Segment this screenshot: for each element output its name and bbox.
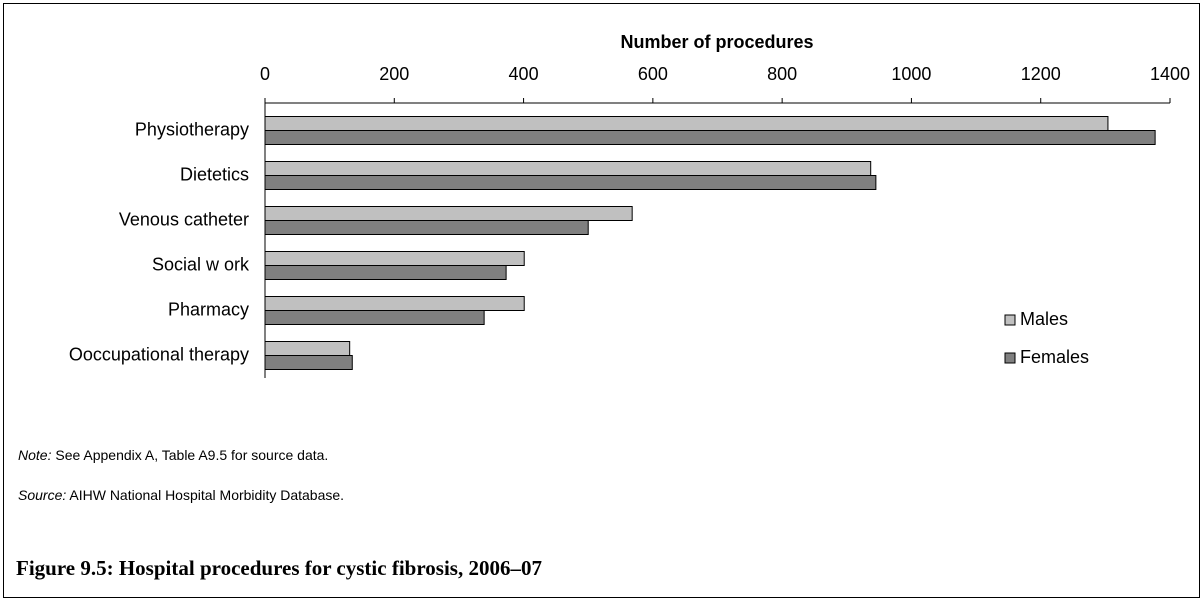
x-tick-label: 0 <box>260 64 270 84</box>
bar <box>264 251 525 266</box>
x-tick-label: 400 <box>509 64 539 84</box>
bar <box>264 220 589 235</box>
bar <box>264 355 353 370</box>
note: Note: See Appendix A, Table A9.5 for sou… <box>18 447 328 463</box>
y-tick-label: Ooccupational therapy <box>69 344 249 364</box>
y-tick-label: Venous catheter <box>119 209 249 229</box>
bar <box>264 161 872 176</box>
bar <box>264 206 633 221</box>
bar <box>264 175 877 190</box>
x-tick-label: 600 <box>638 64 668 84</box>
x-tick-label: 200 <box>379 64 409 84</box>
x-tick-label: 800 <box>767 64 797 84</box>
bar <box>264 265 507 280</box>
y-tick-label: Dietetics <box>180 164 249 184</box>
legend-swatch <box>1004 352 1016 364</box>
source-text: AIHW National Hospital Morbidity Databas… <box>69 487 344 503</box>
frame <box>3 3 1200 598</box>
x-tick-label: 1000 <box>891 64 931 84</box>
x-tick-label: 1200 <box>1021 64 1061 84</box>
source: Source: AIHW National Hospital Morbidity… <box>18 487 344 503</box>
legend-label: Females <box>1020 347 1089 367</box>
x-tick-label: 1400 <box>1150 64 1190 84</box>
legend-swatch <box>1004 314 1016 326</box>
bar <box>264 296 525 311</box>
y-tick-label: Pharmacy <box>168 299 249 319</box>
note-label: Note: <box>18 447 52 463</box>
legend-label: Males <box>1020 309 1068 329</box>
source-label: Source: <box>18 487 66 503</box>
chart-title: Number of procedures <box>620 32 813 52</box>
note-text: See Appendix A, Table A9.5 for source da… <box>55 447 328 463</box>
bar <box>264 116 1109 131</box>
bar <box>264 341 351 356</box>
y-tick-label: Social w ork <box>152 254 250 274</box>
bar <box>264 130 1156 145</box>
figure-caption: Figure 9.5: Hospital procedures for cyst… <box>16 556 542 580</box>
y-tick-label: Physiotherapy <box>135 119 249 139</box>
bar <box>264 310 485 325</box>
